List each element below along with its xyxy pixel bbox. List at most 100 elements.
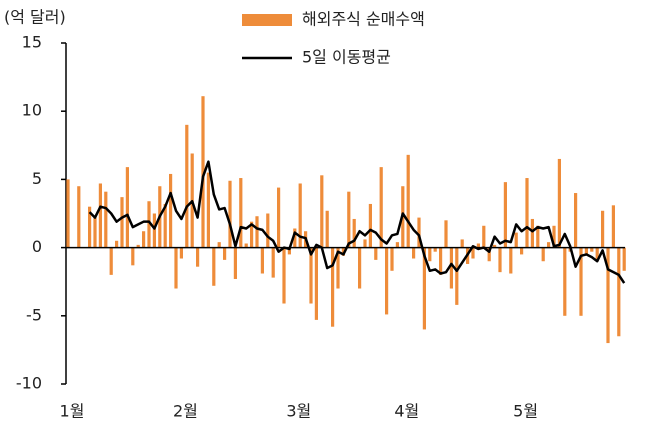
bar: [185, 124, 189, 248]
bar: [250, 221, 254, 248]
bar: [493, 244, 497, 248]
bar: [152, 213, 156, 248]
bar: [212, 247, 216, 286]
bar: [579, 247, 583, 316]
bar: [471, 247, 475, 259]
bar: [277, 187, 281, 248]
bar: [239, 178, 243, 248]
bar: [379, 167, 383, 248]
y-tick-label: 10: [22, 101, 42, 120]
bar: [406, 154, 410, 248]
bar: [179, 247, 183, 259]
bar: [422, 247, 426, 330]
line: [88, 160, 626, 284]
bar: [449, 247, 453, 289]
bar: [217, 242, 221, 248]
bar: [66, 179, 70, 248]
bar: [547, 242, 551, 248]
bar: [125, 167, 129, 248]
x-tick-label: 2월: [173, 402, 198, 421]
legend-label: 해외주식 순매수액: [302, 10, 425, 29]
bar: [358, 247, 362, 289]
bar: [503, 182, 507, 248]
bar: [530, 218, 534, 248]
bar: [622, 247, 626, 271]
bar: [417, 217, 421, 248]
bar: [352, 218, 356, 248]
bar: [223, 247, 227, 260]
x-tick-label: 3월: [286, 402, 311, 421]
bar: [174, 247, 178, 289]
bar: [287, 247, 291, 255]
bar: [498, 247, 502, 273]
y-tick-label: 5: [32, 169, 42, 188]
y-tick-label: 15: [22, 33, 42, 52]
bar: [93, 217, 97, 248]
y-tick-label: -5: [26, 305, 42, 324]
bar: [390, 247, 394, 271]
bar: [109, 247, 113, 275]
bar: [563, 247, 567, 316]
bar: [147, 201, 151, 248]
bar: [363, 239, 367, 248]
x-tick-label: 5월: [513, 402, 538, 421]
bar: [455, 247, 459, 305]
bar: [298, 183, 302, 248]
bar: [574, 193, 578, 248]
bar: [309, 247, 313, 304]
x-tick-label: 4월: [394, 402, 419, 421]
bar: [520, 247, 524, 255]
bar: [136, 244, 140, 248]
bar: [169, 173, 173, 248]
bar: [374, 247, 378, 260]
bar: [196, 247, 200, 267]
bar: [595, 247, 599, 262]
unit-label: (억 달러): [4, 8, 66, 27]
bar: [228, 180, 232, 248]
bar: [514, 232, 518, 248]
bar: [331, 247, 335, 327]
bar: [433, 247, 437, 252]
bar: [412, 247, 416, 259]
bar: [611, 205, 615, 248]
bar: [617, 247, 621, 337]
bar: [120, 197, 124, 248]
bar: [606, 247, 610, 344]
bar: [536, 225, 540, 248]
legend-swatch: [242, 14, 292, 26]
bar: [525, 178, 529, 248]
bar: [444, 220, 448, 248]
bar: [206, 172, 210, 248]
bar: [266, 213, 270, 248]
bar: [320, 175, 324, 248]
y-tick-label: 0: [32, 237, 42, 256]
bar: [541, 247, 545, 262]
bar: [271, 247, 275, 278]
bar: [233, 247, 237, 279]
bar: [201, 96, 205, 248]
bar: [428, 247, 432, 262]
bar: [314, 247, 318, 320]
bar: [460, 239, 464, 248]
bar: [557, 158, 561, 248]
bar: [601, 210, 605, 248]
bar: [255, 216, 259, 248]
bar: [142, 231, 146, 248]
bar: [336, 247, 340, 289]
bar: [552, 225, 556, 248]
x-tick-label: 1월: [60, 402, 85, 421]
bar: [368, 203, 372, 248]
bar: [104, 191, 108, 248]
bar: [476, 243, 480, 248]
bar: [439, 247, 443, 275]
bar: [395, 242, 399, 248]
bar: [282, 247, 286, 304]
bar: [590, 247, 594, 252]
bar: [88, 206, 92, 248]
y-tick-label: -10: [16, 374, 42, 393]
bar: [131, 247, 135, 266]
bar: [293, 228, 297, 248]
bar: [115, 240, 119, 248]
bar: [244, 243, 248, 248]
